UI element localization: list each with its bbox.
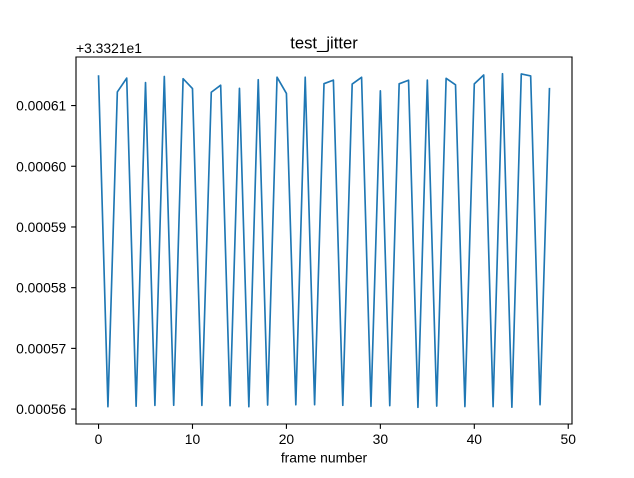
svg-text:0.00061: 0.00061 [16, 98, 66, 114]
svg-text:+3.3321e1: +3.3321e1 [76, 40, 142, 56]
svg-text:0.00060: 0.00060 [16, 158, 66, 174]
svg-text:test_jitter: test_jitter [290, 34, 358, 53]
svg-text:0.00056: 0.00056 [16, 401, 66, 417]
svg-text:0.00057: 0.00057 [16, 340, 66, 356]
svg-text:0.00058: 0.00058 [16, 280, 66, 296]
svg-text:10: 10 [185, 431, 201, 447]
svg-text:30: 30 [373, 431, 389, 447]
svg-text:frame number: frame number [281, 449, 368, 465]
svg-text:50: 50 [561, 431, 577, 447]
svg-text:40: 40 [467, 431, 483, 447]
svg-text:0: 0 [95, 431, 103, 447]
svg-text:0.00059: 0.00059 [16, 219, 66, 235]
svg-text:20: 20 [279, 431, 295, 447]
